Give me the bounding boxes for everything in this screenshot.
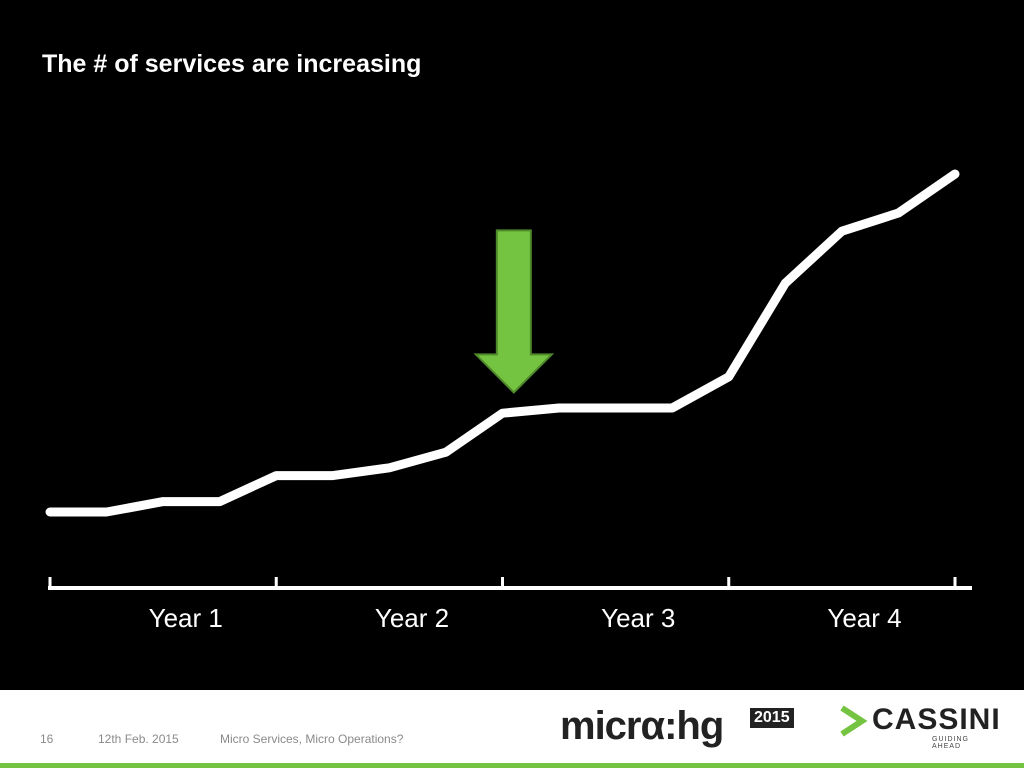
footer-accent-bar [0,763,1024,768]
data-point [445,451,447,453]
line-chart: Year 1 Year 2 Year 3 Year 4 [45,169,972,633]
microxchg-logo-year: 2015 [750,708,794,728]
data-point [49,511,51,513]
cassini-logo-tagline: GUIDING AHEAD [932,736,969,750]
data-point [106,511,108,513]
footer-date: 12th Feb. 2015 [98,732,179,746]
data-point [671,407,673,409]
data-point [728,376,730,378]
x-tick-label: Year 1 [149,603,223,633]
data-point [388,467,390,469]
down-arrow-icon [473,229,555,394]
cassini-logo-text: CASSINI [872,703,1001,736]
data-point [841,230,843,232]
data-point [615,407,617,409]
page-number: 16 [40,732,54,746]
cassini-logo: CASSINI GUIDING AHEAD [838,702,1001,752]
microxchg-logo-text: micrα:hg [560,704,724,748]
data-point [332,475,334,477]
data-point [897,212,899,214]
slide-title: The # of services are increasing [42,50,422,78]
x-axis [48,577,972,590]
x-tick-label: Year 3 [601,603,675,633]
data-point [502,412,503,414]
footer-talk-title: Micro Services, Micro Operations? [220,732,404,746]
data-point [219,501,221,503]
annotation-layer [473,229,555,394]
data-point [162,501,164,503]
data-point [275,475,277,477]
cassini-chevron-icon [840,705,868,737]
data-point [558,407,560,409]
data-point [784,282,786,284]
data-point [954,173,956,175]
x-tick-label: Year 2 [375,603,449,633]
series-layer [45,169,960,517]
x-tick-label: Year 4 [827,603,901,633]
x-tick-labels: Year 1 Year 2 Year 3 Year 4 [149,603,902,633]
microxchg-logo: micrα:hg 2015 [560,704,810,748]
footer: 16 12th Feb. 2015 Micro Services, Micro … [0,690,1024,768]
